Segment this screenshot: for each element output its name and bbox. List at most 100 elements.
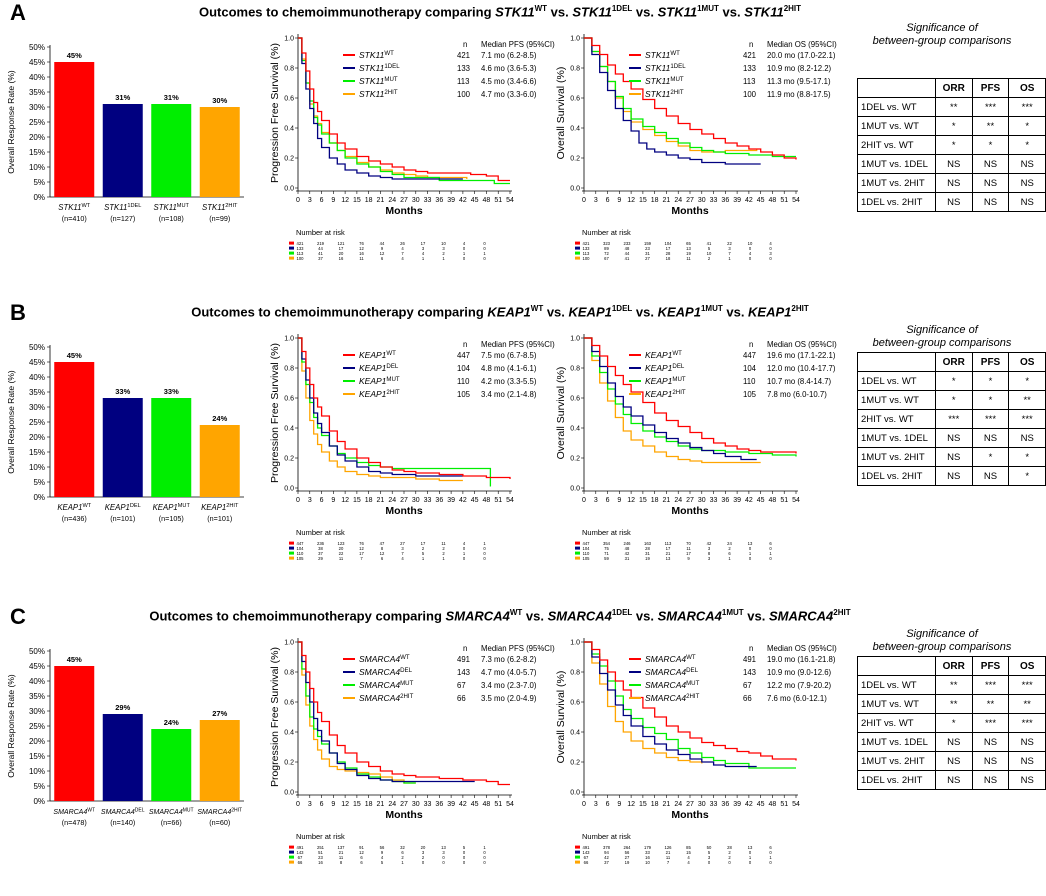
x-tick-label: 42 (459, 197, 467, 204)
gene-name: KEAP1 (645, 350, 673, 360)
title-superscript: 1DEL (611, 608, 633, 617)
x-tick-label: 45 (471, 801, 479, 808)
significance-row: 1MUT vs. 2HIT NS NS NS (857, 173, 1046, 193)
gene-name: SMARCA4 (359, 654, 400, 664)
os-curve-wt (584, 337, 797, 454)
legend-median: 10.9 mo (9.0-12.6) (767, 668, 832, 677)
risk-count: 491 (583, 845, 591, 850)
header-cell: OS (1008, 352, 1046, 372)
x-tick-label: 3 (594, 197, 598, 204)
gene-name: SMARCA4 (645, 680, 686, 690)
x-tick-label: 45 (757, 197, 765, 204)
x-tick-label: 36 (721, 497, 729, 504)
risk-count: 1 (483, 251, 486, 256)
x-tick-label: 45 (757, 801, 765, 808)
gene-superscript: WT (87, 807, 95, 813)
os-km-chart: Overall Survival (%)0.00.20.40.60.81.00 3… (555, 638, 837, 865)
y-tick-label: 0.8 (284, 366, 294, 373)
pfs-y-axis-label: Progression Free Survival (%) (269, 343, 281, 483)
x-tick-label: 45 (471, 497, 479, 504)
gene-name: SMARCA4 (101, 809, 135, 816)
risk-count: 1 (401, 860, 404, 865)
legend-n: 66 (457, 694, 466, 703)
title-gene: SMARCA4 (445, 608, 510, 624)
risk-count: 251 (317, 845, 325, 850)
x-tick-label: 0 (582, 197, 586, 204)
x-tick-label: 21 (663, 497, 671, 504)
comparison-label: 1DEL vs. 2HIT (857, 192, 936, 212)
risk-count: 2 (422, 855, 425, 860)
legend-group-label: KEAP1DEL (645, 363, 685, 373)
gene-name: SMARCA4 (53, 809, 87, 816)
legend-group-label: STK11MUT (645, 76, 684, 86)
risk-count: 11 (441, 541, 446, 546)
gene-superscript: DEL (686, 667, 698, 674)
legend-group-label: SMARCA4DEL (359, 667, 413, 677)
risk-count: 0 (463, 546, 466, 551)
x-category-label: KEAP12HIT (201, 503, 239, 512)
risk-count: 50 (707, 845, 712, 850)
x-tick-label: 33 (710, 801, 718, 808)
risk-count: 47 (380, 541, 385, 546)
risk-count: 3 (442, 850, 445, 855)
legend-n: 100 (457, 90, 471, 99)
risk-table-label: Number at risk (582, 528, 631, 537)
x-tick-label: 33 (710, 197, 718, 204)
gene-name: KEAP1 (359, 363, 387, 373)
legend-header-n: n (749, 644, 753, 653)
y-tick-label: 40% (29, 73, 45, 82)
comparison-label: 1DEL vs. 2HIT (857, 466, 936, 486)
x-tick-label: 36 (721, 801, 729, 808)
orr-bar-1mut (151, 104, 192, 197)
gene-name: STK11 (645, 63, 671, 73)
pfs-significance: * (971, 135, 1010, 155)
x-tick-label: 51 (780, 497, 788, 504)
panel-a: A Outcomes to chemoimmunotherapy comparin… (0, 0, 1046, 292)
risk-row-color (575, 541, 580, 545)
x-tick-label: 27 (686, 801, 694, 808)
risk-count: 0 (769, 850, 772, 855)
significance-title-line: between-group comparisons (872, 35, 1012, 47)
risk-row-color (289, 541, 294, 545)
gene-superscript: WT (400, 654, 410, 661)
x-tick-label: 12 (341, 801, 349, 808)
gene-name: SMARCA4 (645, 654, 686, 664)
risk-count: 1 (422, 556, 425, 561)
y-tick-label: 0.6 (570, 396, 580, 403)
x-tick-label: 39 (447, 801, 455, 808)
orr-significance: * (934, 371, 973, 391)
legend-median: 10.9 mo (8.2-12.2) (767, 64, 832, 73)
x-tick-label: 12 (627, 801, 635, 808)
x-tick-label: 33 (424, 197, 432, 204)
x-category-n: (n=127) (110, 214, 135, 223)
os-significance: NS (1008, 770, 1046, 790)
x-tick-label: 12 (341, 497, 349, 504)
risk-count: 3 (442, 246, 445, 251)
risk-count: 12 (359, 246, 364, 251)
y-tick-label: 1.0 (284, 640, 294, 647)
risk-count: 447 (297, 541, 305, 546)
pfs-curve-wt (298, 337, 511, 479)
risk-count: 246 (624, 541, 632, 546)
x-tick-label: 54 (792, 497, 800, 504)
risk-count: 4 (687, 860, 690, 865)
comparison-label: 1MUT vs. WT (857, 116, 936, 136)
risk-count: 1 (728, 556, 731, 561)
gene-name: STK11 (359, 89, 385, 99)
significance-title-line: Significance of (906, 324, 978, 336)
x-category-label: SMARCA4MUT (149, 807, 194, 816)
x-tick-label: 39 (733, 801, 741, 808)
y-tick-label: 0.4 (570, 126, 580, 133)
y-tick-label: 0% (33, 193, 45, 202)
risk-count: 3 (401, 546, 404, 551)
x-category-n: (n=66) (161, 818, 182, 827)
x-tick-label: 18 (365, 197, 373, 204)
os-km-chart: Overall Survival (%)0.00.20.40.60.81.00 3… (555, 34, 837, 261)
x-tick-label: 42 (745, 801, 753, 808)
legend-header-median: Median OS (95%CI) (767, 340, 837, 349)
legend-group-label: SMARCA42HIT (645, 693, 700, 703)
risk-count: 7 (360, 556, 363, 561)
os-x-axis-label: Months (671, 205, 708, 217)
legend-group-label: STK11MUT (359, 76, 398, 86)
legend-group-label: KEAP1MUT (645, 376, 686, 386)
